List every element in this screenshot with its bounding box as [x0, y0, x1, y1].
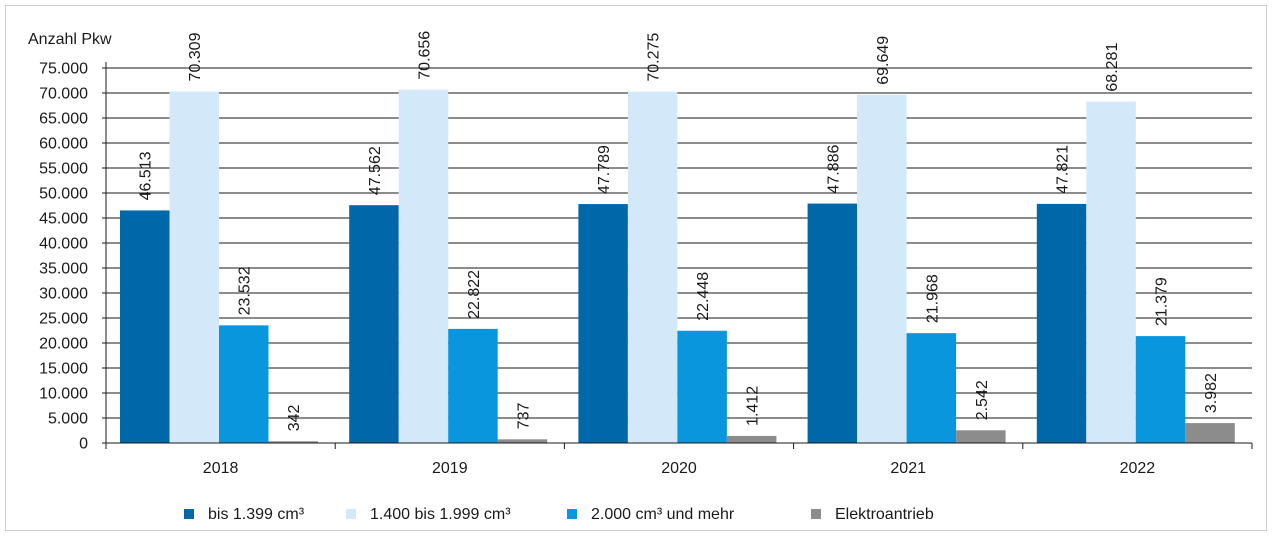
axes: 0 5.000 10.000 15.000 20.000 25.000 30.000 35.0… — [39, 61, 1253, 477]
data-label: 47.886 — [825, 145, 842, 194]
bar — [398, 89, 449, 443]
bar — [1036, 203, 1087, 443]
y-tick-label: 10.000 — [39, 386, 88, 403]
bar — [578, 204, 628, 443]
x-tick-label: 2019 — [432, 460, 468, 477]
y-tick-label: 55.000 — [39, 161, 88, 178]
bars — [120, 89, 1235, 443]
data-label: 22.822 — [466, 270, 483, 319]
bar — [448, 328, 498, 443]
bar — [349, 205, 399, 443]
data-label: 47.821 — [1055, 145, 1072, 194]
bar — [1086, 101, 1136, 443]
bar — [677, 330, 727, 443]
y-tick-label: 30.000 — [39, 286, 88, 303]
legend-label: 1.400 bis 1.999 cm³ — [370, 506, 511, 523]
data-label: 70.656 — [416, 31, 433, 80]
y-tick-label: 45.000 — [39, 211, 88, 228]
data-label: 342 — [286, 404, 303, 431]
data-label: 22.448 — [695, 272, 712, 321]
legend-swatch — [346, 509, 356, 519]
data-label: 46.513 — [138, 151, 155, 200]
y-tick-label: 20.000 — [39, 336, 88, 353]
legend-swatch — [184, 509, 194, 519]
y-tick-label: 15.000 — [39, 361, 88, 378]
data-label: 47.789 — [596, 145, 613, 194]
y-tick-label: 75.000 — [39, 61, 88, 78]
bar — [627, 91, 678, 443]
y-axis-label: Anzahl Pkw — [28, 31, 112, 48]
bar — [807, 203, 858, 443]
bar — [956, 430, 1006, 443]
y-tick-label: 70.000 — [39, 86, 88, 103]
bar — [268, 441, 318, 443]
bar — [497, 439, 548, 443]
y-tick-label: 0 — [79, 436, 88, 453]
x-tick-label: 2021 — [890, 460, 926, 477]
data-labels: 46.513 70.309 23.532 342 47.562 70.656 22.822 7… — [138, 31, 1220, 432]
legend-label: 2.000 cm³ und mehr — [591, 506, 735, 523]
data-label: 69.649 — [875, 36, 892, 85]
legend: bis 1.399 cm³ 1.400 bis 1.999 cm³ 2.000 cm… — [184, 506, 934, 523]
x-tick-label: 2020 — [661, 460, 697, 477]
data-label: 70.275 — [646, 33, 663, 82]
data-label: 21.379 — [1154, 277, 1171, 326]
bar — [219, 325, 269, 443]
data-label: 2.542 — [974, 380, 991, 420]
data-label: 737 — [515, 403, 532, 430]
y-tick-label: 5.000 — [48, 411, 88, 428]
legend-swatch — [811, 509, 821, 519]
data-label: 23.532 — [237, 266, 254, 315]
data-label: 47.562 — [367, 146, 384, 195]
bar — [1185, 423, 1235, 443]
y-tick-label: 60.000 — [39, 136, 88, 153]
legend-label: bis 1.399 cm³ — [208, 506, 305, 523]
bar — [857, 94, 907, 443]
bar — [169, 91, 219, 443]
data-label: 1.412 — [745, 386, 762, 426]
y-tick-label: 25.000 — [39, 311, 88, 328]
legend-swatch — [567, 509, 577, 519]
x-tick-label: 2018 — [203, 460, 239, 477]
y-tick-label: 35.000 — [39, 261, 88, 278]
y-tick-label: 40.000 — [39, 236, 88, 253]
data-label: 3.982 — [1203, 373, 1220, 413]
bar — [1135, 336, 1186, 443]
bar — [726, 435, 777, 443]
data-label: 68.281 — [1104, 43, 1121, 92]
y-tick-label: 65.000 — [39, 111, 88, 128]
bar — [906, 333, 957, 443]
data-label: 21.968 — [924, 274, 941, 323]
legend-label: Elektroantrieb — [835, 506, 934, 523]
y-tick-label: 50.000 — [39, 186, 88, 203]
data-label: 70.309 — [187, 32, 204, 81]
x-tick-label: 2022 — [1120, 460, 1156, 477]
bar — [120, 210, 170, 443]
